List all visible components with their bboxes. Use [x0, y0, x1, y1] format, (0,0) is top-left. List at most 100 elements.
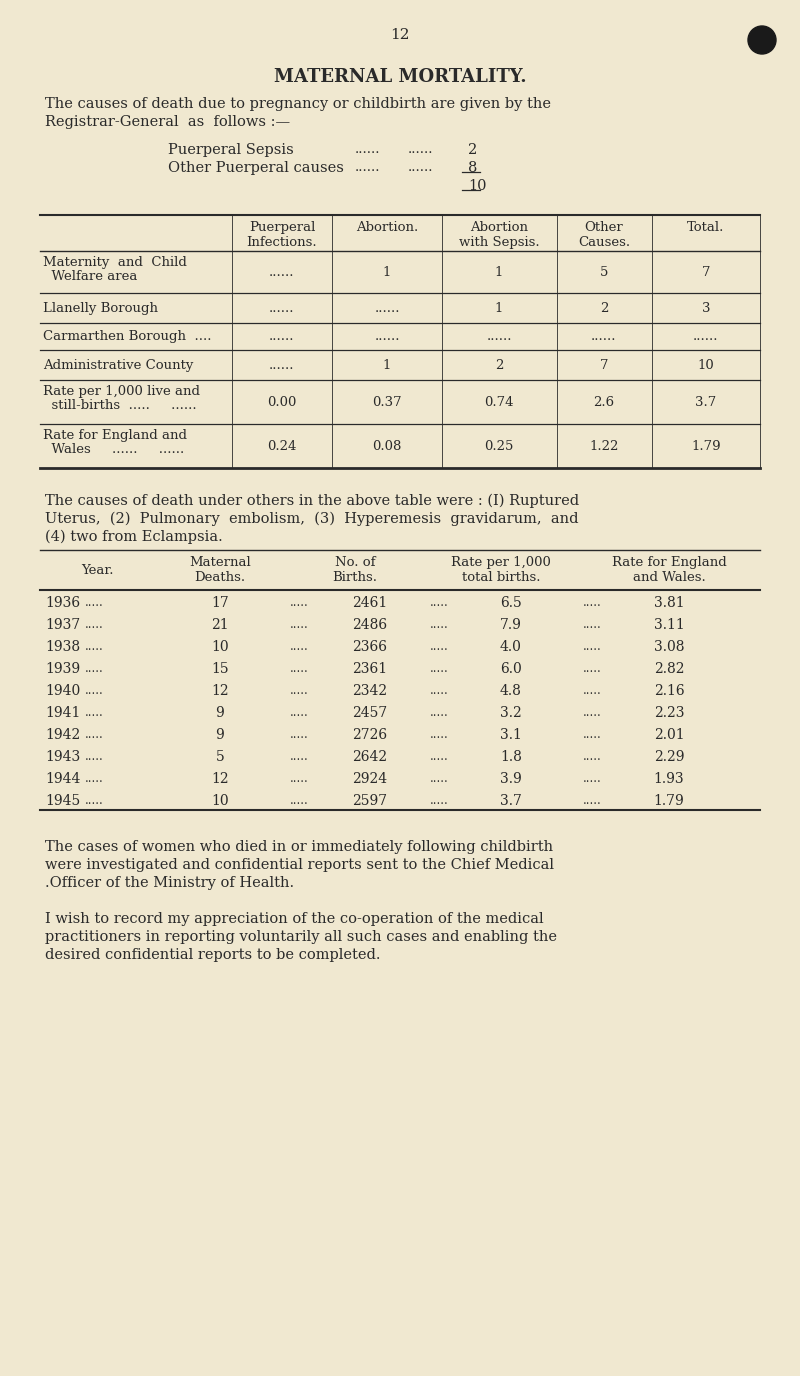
Text: 1942: 1942	[45, 728, 80, 742]
Text: .....: .....	[290, 618, 309, 632]
Text: 8: 8	[468, 161, 478, 175]
Text: 0.25: 0.25	[484, 440, 514, 453]
Text: .....: .....	[290, 662, 309, 676]
Text: still-births  .....     ......: still-births ..... ......	[43, 399, 197, 411]
Text: 2.29: 2.29	[654, 750, 684, 764]
Text: ......: ......	[270, 266, 294, 279]
Text: Total.: Total.	[687, 222, 725, 234]
Text: 12: 12	[211, 772, 229, 786]
Circle shape	[748, 26, 776, 54]
Text: 3.7: 3.7	[500, 794, 522, 808]
Text: 1940: 1940	[45, 684, 80, 698]
Text: .....: .....	[290, 596, 309, 610]
Text: 1939: 1939	[45, 662, 80, 676]
Text: 1945: 1945	[45, 794, 80, 808]
Text: 4.8: 4.8	[500, 684, 522, 698]
Text: 12: 12	[390, 28, 410, 43]
Text: 1: 1	[383, 266, 391, 279]
Text: 12: 12	[211, 684, 229, 698]
Text: 7: 7	[600, 359, 608, 372]
Text: 1937: 1937	[45, 618, 80, 632]
Text: .....: .....	[85, 794, 104, 806]
Text: 3.2: 3.2	[500, 706, 522, 720]
Text: Welfare area: Welfare area	[43, 270, 138, 283]
Text: 2.23: 2.23	[654, 706, 684, 720]
Text: 2: 2	[468, 143, 478, 157]
Text: 1.79: 1.79	[691, 440, 721, 453]
Text: .....: .....	[430, 618, 449, 632]
Text: ......: ......	[270, 359, 294, 372]
Text: 0.37: 0.37	[372, 396, 402, 409]
Text: .....: .....	[430, 728, 449, 742]
Text: Year.: Year.	[81, 564, 114, 577]
Text: The causes of death under others in the above table were : (I) Ruptured: The causes of death under others in the …	[45, 494, 579, 508]
Text: 3: 3	[702, 301, 710, 315]
Text: .....: .....	[430, 794, 449, 806]
Text: 15: 15	[211, 662, 229, 676]
Text: .....: .....	[85, 706, 104, 720]
Text: .....: .....	[290, 640, 309, 654]
Text: .....: .....	[290, 728, 309, 742]
Text: .....: .....	[85, 640, 104, 654]
Text: 0.74: 0.74	[484, 396, 514, 409]
Text: 0.24: 0.24	[267, 440, 297, 453]
Text: ......: ......	[694, 330, 718, 343]
Text: 6.5: 6.5	[500, 596, 522, 610]
Text: 3.11: 3.11	[654, 618, 684, 632]
Text: 4.0: 4.0	[500, 640, 522, 654]
Text: .....: .....	[583, 618, 602, 632]
Text: .....: .....	[583, 750, 602, 764]
Text: 9: 9	[216, 728, 224, 742]
Text: The causes of death due to pregnancy or childbirth are given by the: The causes of death due to pregnancy or …	[45, 96, 551, 111]
Text: were investigated and confidential reports sent to the Chief Medical: were investigated and confidential repor…	[45, 859, 554, 872]
Text: 2924: 2924	[353, 772, 387, 786]
Text: ......: ......	[486, 330, 512, 343]
Text: Uterus,  (2)  Pulmonary  embolism,  (3)  Hyperemesis  gravidarum,  and: Uterus, (2) Pulmonary embolism, (3) Hype…	[45, 512, 578, 527]
Text: 6.0: 6.0	[500, 662, 522, 676]
Text: .....: .....	[290, 772, 309, 784]
Text: The cases of women who died in or immediately following childbirth: The cases of women who died in or immedi…	[45, 839, 553, 854]
Text: 7: 7	[702, 266, 710, 279]
Text: .....: .....	[583, 794, 602, 806]
Text: 2: 2	[495, 359, 503, 372]
Text: Llanelly Borough: Llanelly Borough	[43, 301, 158, 315]
Text: ......: ......	[355, 143, 381, 155]
Text: .....: .....	[430, 750, 449, 764]
Text: 1941: 1941	[45, 706, 80, 720]
Text: Abortion
with Sepsis.: Abortion with Sepsis.	[458, 222, 539, 249]
Text: Rate for England and: Rate for England and	[43, 429, 187, 442]
Text: .....: .....	[583, 662, 602, 676]
Text: (4) two from Eclampsia.: (4) two from Eclampsia.	[45, 530, 222, 545]
Text: Puerperal
Infections.: Puerperal Infections.	[246, 222, 318, 249]
Text: 5: 5	[216, 750, 224, 764]
Text: 10: 10	[211, 640, 229, 654]
Text: .....: .....	[85, 684, 104, 698]
Text: .....: .....	[430, 640, 449, 654]
Text: ......: ......	[591, 330, 617, 343]
Text: Wales     ......     ......: Wales ...... ......	[43, 443, 184, 455]
Text: 3.81: 3.81	[654, 596, 684, 610]
Text: 2461: 2461	[352, 596, 388, 610]
Text: .....: .....	[583, 684, 602, 698]
Text: Rate per 1,000
total births.: Rate per 1,000 total births.	[451, 556, 551, 583]
Text: Maternity  and  Child: Maternity and Child	[43, 256, 187, 268]
Text: MATERNAL MORTALITY.: MATERNAL MORTALITY.	[274, 67, 526, 85]
Text: 1938: 1938	[45, 640, 80, 654]
Text: 2.01: 2.01	[654, 728, 684, 742]
Text: ......: ......	[355, 161, 381, 173]
Text: .....: .....	[290, 794, 309, 806]
Text: 7.9: 7.9	[500, 618, 522, 632]
Text: 0.08: 0.08	[372, 440, 402, 453]
Text: ......: ......	[270, 301, 294, 315]
Text: .....: .....	[430, 706, 449, 720]
Text: 1.22: 1.22	[590, 440, 618, 453]
Text: .....: .....	[430, 684, 449, 698]
Text: 2.6: 2.6	[594, 396, 614, 409]
Text: Other Puerperal causes: Other Puerperal causes	[168, 161, 344, 175]
Text: 1944: 1944	[45, 772, 80, 786]
Text: Carmarthen Borough  ....: Carmarthen Borough ....	[43, 330, 211, 343]
Text: 9: 9	[216, 706, 224, 720]
Text: 2642: 2642	[353, 750, 387, 764]
Text: ......: ......	[408, 161, 434, 173]
Text: 2.16: 2.16	[654, 684, 684, 698]
